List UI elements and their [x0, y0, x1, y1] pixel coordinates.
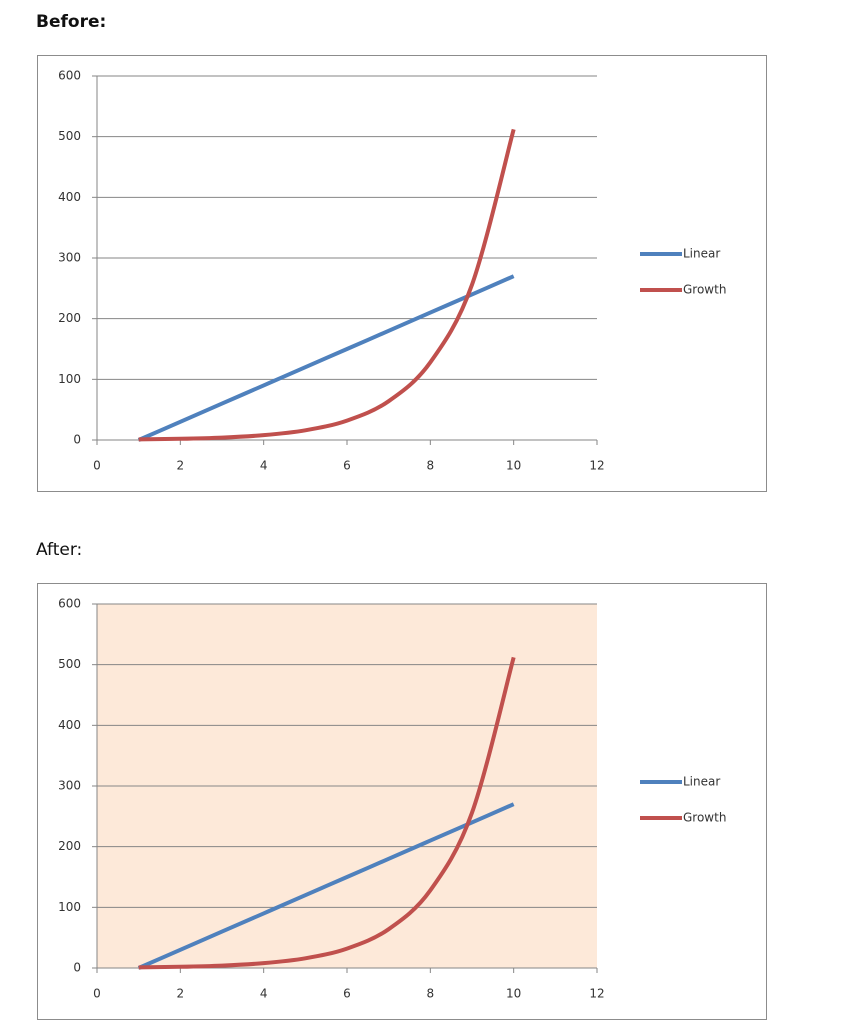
y-tick-label: 600	[58, 597, 81, 611]
x-tick-label: 2	[177, 459, 185, 473]
y-tick-label: 200	[58, 311, 81, 325]
y-tick-label: 500	[58, 129, 81, 143]
y-tick-label: 400	[58, 190, 81, 204]
y-tick-label: 300	[58, 779, 81, 793]
x-tick-label: 6	[343, 459, 351, 473]
x-tick-label: 10	[506, 459, 521, 473]
legend-label: Growth	[683, 283, 726, 297]
chart-title: After:	[36, 540, 82, 560]
line-series	[137, 802, 515, 970]
y-tick-label: 0	[73, 961, 81, 975]
y-tick-label: 0	[73, 433, 81, 447]
y-tick-label: 100	[58, 900, 81, 914]
chart-title: Before:	[36, 12, 106, 32]
x-tick-label: 10	[506, 987, 521, 1001]
x-tick-label: 12	[589, 987, 604, 1001]
x-tick-label: 8	[427, 459, 435, 473]
x-tick-label: 0	[93, 987, 101, 1001]
x-tick-label: 12	[589, 459, 604, 473]
y-tick-label: 300	[58, 251, 81, 265]
line-series	[138, 656, 516, 970]
line-series	[138, 128, 516, 442]
x-tick-label: 2	[177, 987, 185, 1001]
y-tick-label: 600	[58, 69, 81, 83]
y-tick-label: 400	[58, 718, 81, 732]
y-tick-label: 200	[58, 839, 81, 853]
y-tick-label: 500	[58, 657, 81, 671]
x-tick-label: 4	[260, 987, 268, 1001]
x-tick-label: 0	[93, 459, 101, 473]
line-series	[137, 274, 515, 442]
x-tick-label: 8	[427, 987, 435, 1001]
x-tick-label: 4	[260, 459, 268, 473]
legend-label: Linear	[683, 775, 720, 789]
legend-label: Growth	[683, 811, 726, 825]
y-tick-label: 100	[58, 372, 81, 386]
legend-label: Linear	[683, 247, 720, 261]
x-tick-label: 6	[343, 987, 351, 1001]
